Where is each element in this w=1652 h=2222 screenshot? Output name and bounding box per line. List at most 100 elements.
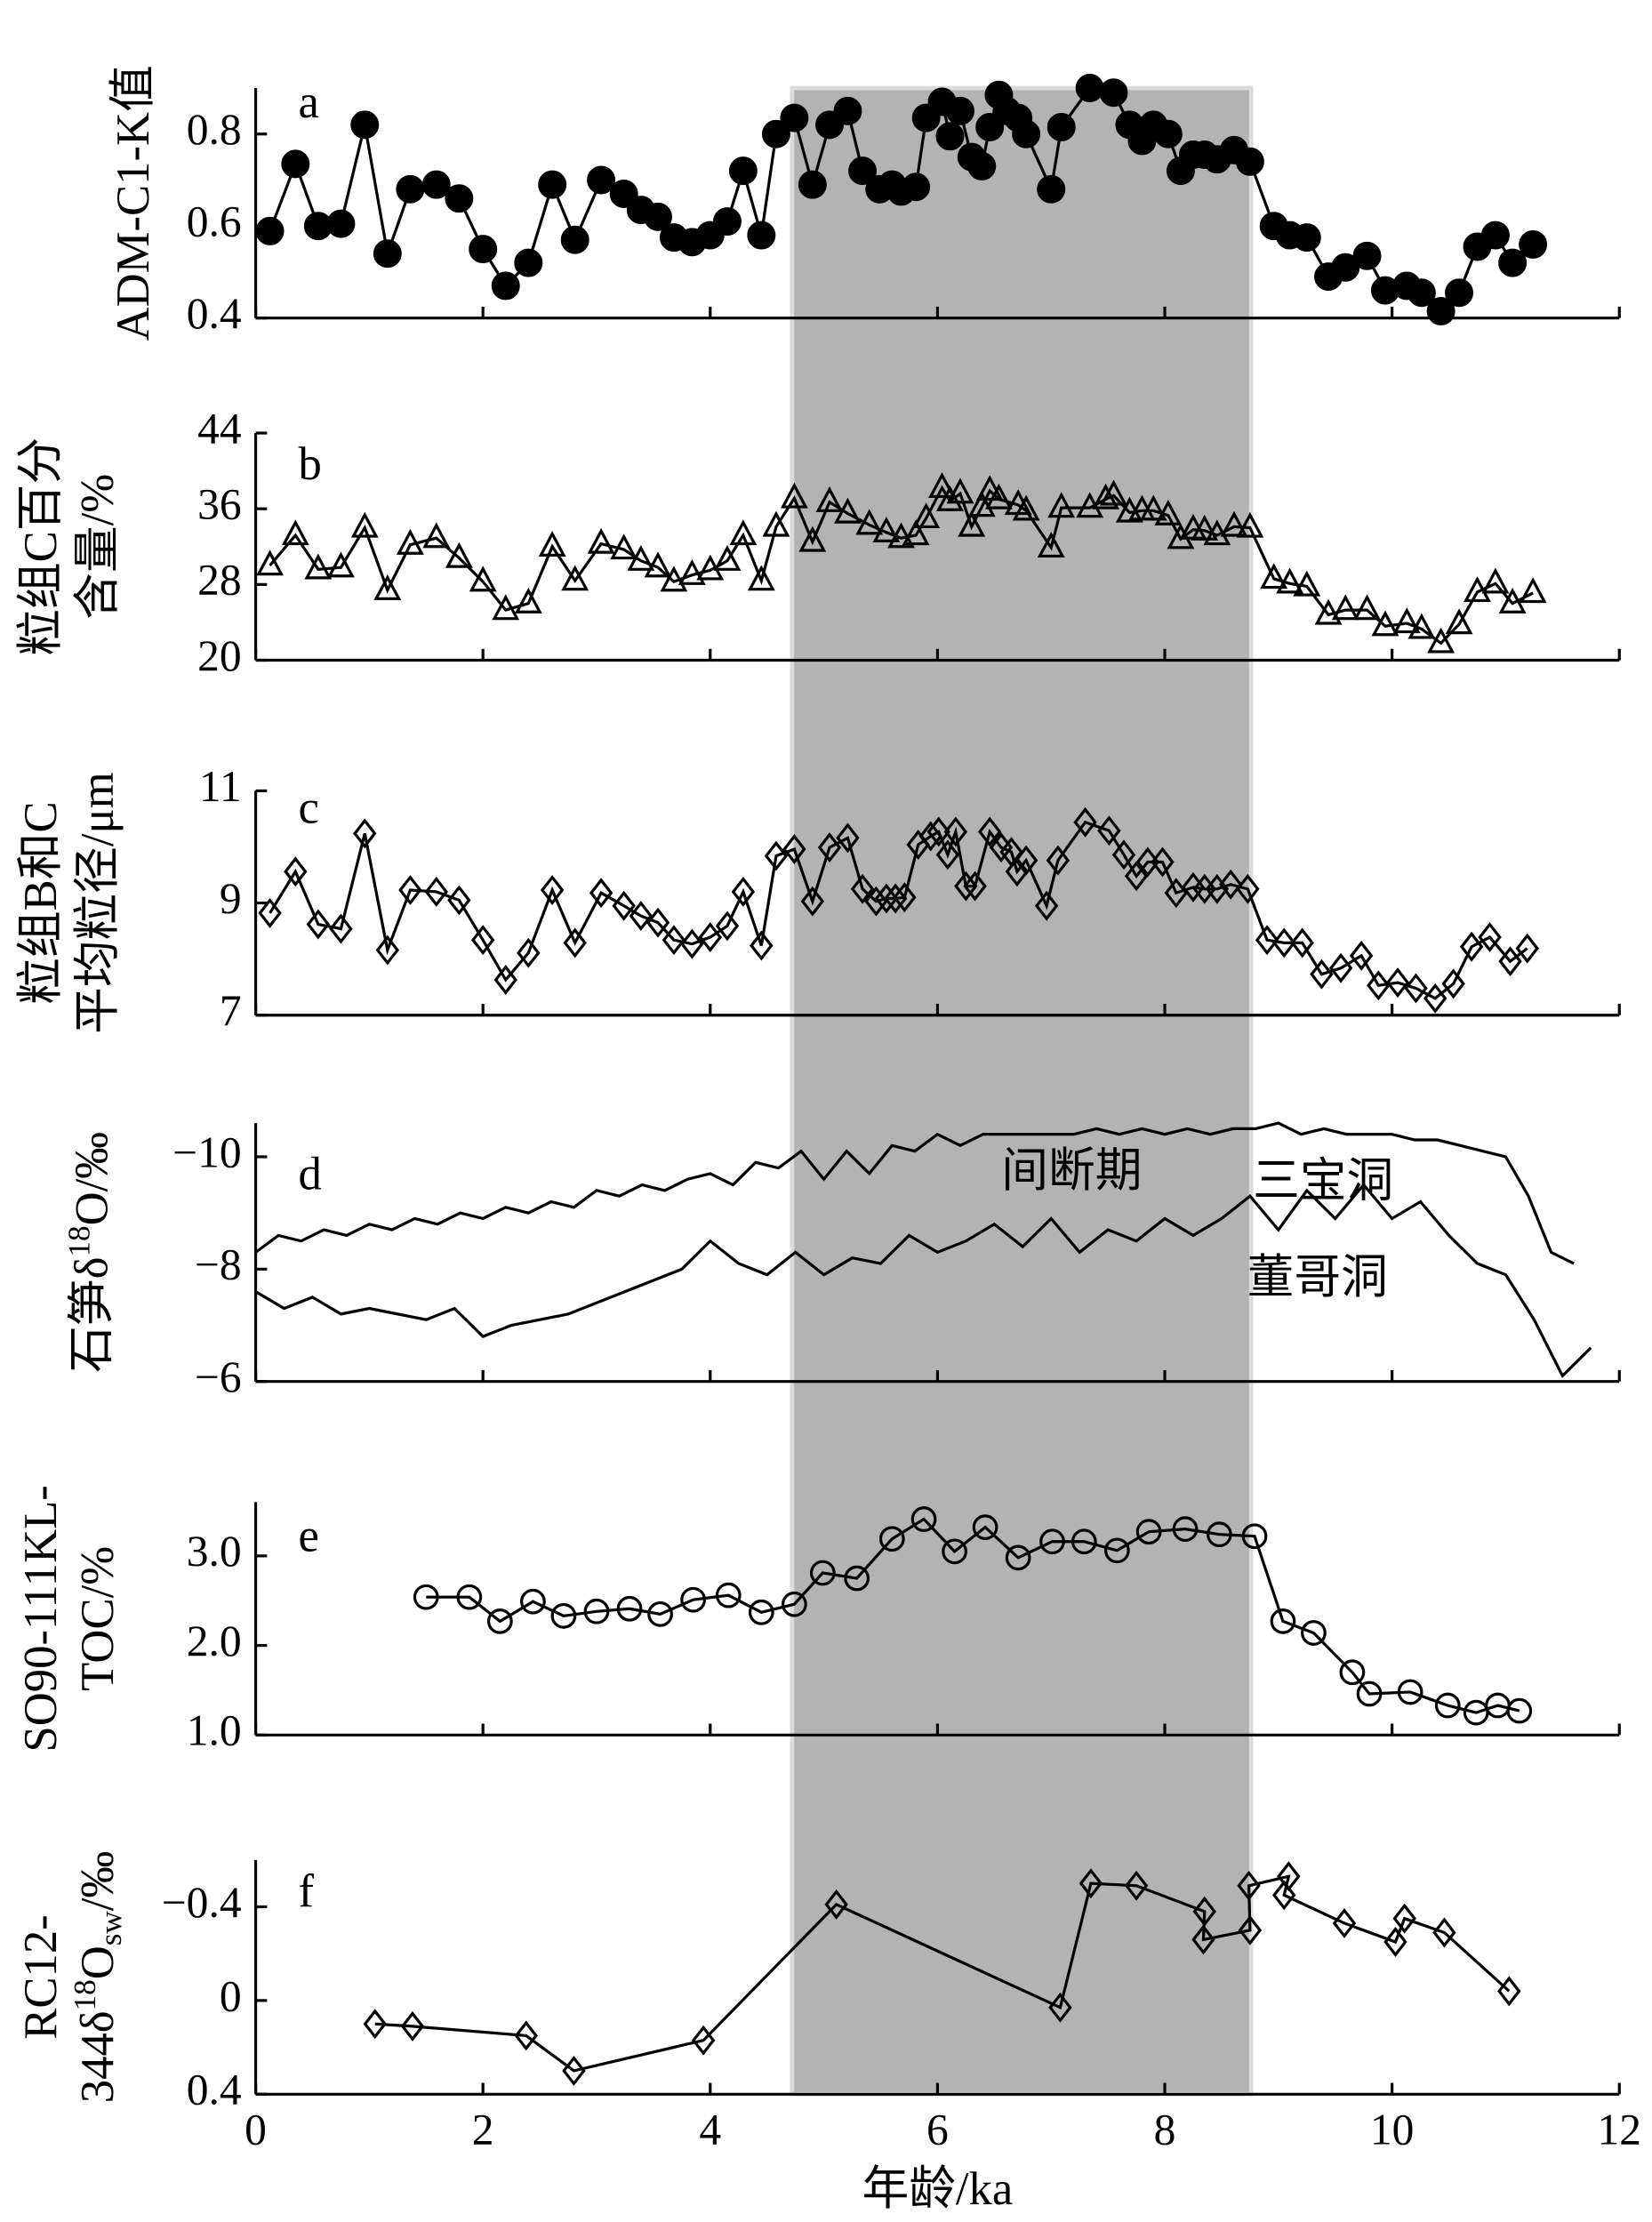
marker bbox=[984, 483, 1013, 509]
marker bbox=[945, 96, 974, 125]
marker bbox=[1237, 1870, 1261, 1901]
marker bbox=[1464, 576, 1491, 603]
marker bbox=[1407, 278, 1436, 308]
y-tick-label: 3.0 bbox=[187, 1527, 242, 1576]
label-part: RC12- bbox=[15, 1914, 67, 2039]
data-line bbox=[269, 820, 1528, 1000]
marker bbox=[610, 533, 638, 560]
marker bbox=[616, 1595, 643, 1622]
label-part: O/‰ bbox=[67, 1132, 118, 1225]
marker bbox=[800, 886, 825, 917]
marker bbox=[1392, 1903, 1416, 1934]
marker bbox=[422, 522, 451, 549]
label-part: 344δ bbox=[72, 2010, 124, 2103]
marker bbox=[928, 472, 956, 498]
marker bbox=[972, 1514, 998, 1540]
label-sub: sw bbox=[93, 1911, 128, 1946]
marker bbox=[963, 870, 987, 902]
label-part: 石笋δ bbox=[67, 1257, 118, 1373]
marker bbox=[691, 2025, 716, 2056]
marker bbox=[589, 878, 613, 909]
marker bbox=[1478, 922, 1502, 953]
y-tick-label: 36 bbox=[197, 480, 242, 529]
marker bbox=[1272, 1880, 1296, 1911]
marker bbox=[1434, 1692, 1461, 1719]
marker bbox=[935, 122, 965, 151]
y-tick-label: 0.8 bbox=[187, 105, 242, 154]
series-line bbox=[254, 1183, 1592, 1379]
marker bbox=[1255, 925, 1279, 956]
marker bbox=[520, 1588, 546, 1615]
marker bbox=[329, 913, 353, 944]
marker bbox=[350, 511, 379, 538]
marker bbox=[1235, 147, 1264, 176]
marker bbox=[1103, 1537, 1130, 1564]
marker bbox=[1218, 869, 1243, 900]
y-axis-label: 石笋δ18O/‰ bbox=[62, 1132, 118, 1373]
marker bbox=[1071, 1528, 1097, 1555]
marker bbox=[1047, 492, 1076, 518]
marker bbox=[1332, 1907, 1357, 1938]
marker bbox=[764, 840, 789, 871]
marker bbox=[1356, 1681, 1383, 1707]
marker bbox=[421, 170, 451, 199]
marker bbox=[306, 909, 331, 940]
series-label: 三宝洞 bbox=[1253, 1155, 1393, 1207]
marker bbox=[942, 1538, 967, 1565]
marker bbox=[848, 156, 878, 186]
marker bbox=[1407, 613, 1436, 639]
marker bbox=[836, 822, 860, 854]
marker bbox=[975, 113, 1005, 141]
marker bbox=[977, 816, 1002, 847]
marker bbox=[1392, 607, 1421, 634]
y-axis-label: 344δ18Osw/‰ bbox=[68, 1851, 128, 2103]
marker bbox=[1154, 499, 1183, 525]
marker bbox=[883, 883, 908, 914]
marker bbox=[761, 119, 790, 148]
marker bbox=[1099, 78, 1128, 108]
marker bbox=[1012, 494, 1040, 521]
marker bbox=[1079, 1868, 1103, 1899]
marker bbox=[398, 875, 422, 906]
y-tick-label: 1.0 bbox=[187, 1706, 242, 1755]
y-axis-label: SO90-111KL- bbox=[15, 1485, 67, 1752]
marker bbox=[1383, 1927, 1407, 1958]
marker bbox=[855, 509, 884, 535]
marker bbox=[1506, 1697, 1533, 1724]
marker bbox=[1498, 587, 1527, 614]
marker bbox=[864, 886, 888, 917]
panel-letter: e bbox=[298, 1511, 318, 1562]
marker bbox=[1339, 1659, 1366, 1686]
marker bbox=[1124, 1870, 1149, 1901]
marker bbox=[798, 170, 827, 199]
marker bbox=[1135, 1519, 1162, 1545]
y-tick-label: 7 bbox=[220, 986, 242, 1035]
marker bbox=[400, 2010, 425, 2042]
label-part: /‰ bbox=[72, 1851, 124, 1911]
marker bbox=[587, 165, 616, 195]
marker bbox=[715, 1582, 742, 1608]
marker bbox=[470, 925, 495, 956]
marker bbox=[1111, 839, 1136, 870]
marker bbox=[1046, 845, 1071, 876]
marker bbox=[1397, 1679, 1423, 1705]
y-axis-label: 粒组C百分 bbox=[15, 437, 67, 656]
marker bbox=[563, 927, 587, 959]
marker bbox=[284, 856, 308, 887]
marker bbox=[326, 551, 355, 578]
marker bbox=[1039, 1528, 1065, 1555]
x-tick-label: 10 bbox=[1370, 2105, 1415, 2154]
marker bbox=[1172, 1516, 1199, 1543]
marker bbox=[954, 870, 978, 902]
marker bbox=[833, 96, 862, 125]
marker bbox=[781, 1591, 807, 1617]
marker bbox=[550, 1602, 577, 1629]
marker bbox=[538, 531, 566, 557]
marker bbox=[926, 816, 950, 847]
marker bbox=[538, 170, 567, 199]
marker bbox=[583, 1598, 610, 1624]
y-axis-label: RC12- bbox=[15, 1914, 67, 2039]
y-axis-label: 平均粒径/μm bbox=[72, 772, 124, 1034]
marker bbox=[1037, 174, 1066, 204]
series-label: 董哥洞 bbox=[1247, 1252, 1388, 1304]
